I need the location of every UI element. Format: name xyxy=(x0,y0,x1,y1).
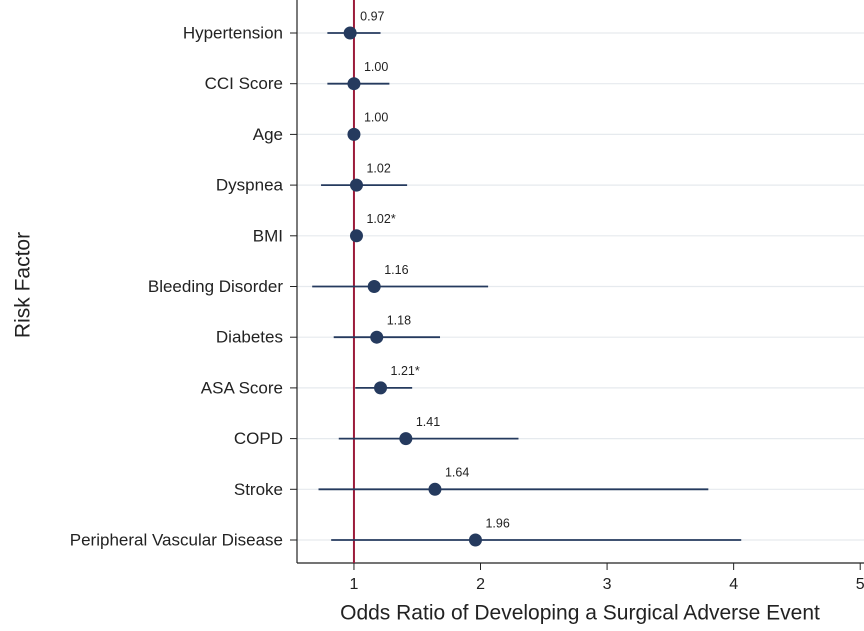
point-estimate xyxy=(343,26,357,40)
point-estimate xyxy=(370,330,384,344)
y-axis-title: Risk Factor xyxy=(12,232,35,338)
point-estimate xyxy=(374,381,388,395)
x-tick-label: 1 xyxy=(350,576,359,593)
x-tick-label: 3 xyxy=(603,576,612,593)
point-estimate xyxy=(349,229,363,243)
category-label: Stroke xyxy=(234,480,283,499)
point-estimate xyxy=(347,127,361,141)
category-label: ASA Score xyxy=(201,378,283,397)
category-label: Hypertension xyxy=(183,23,283,42)
point-estimate xyxy=(468,533,482,547)
point-estimate xyxy=(349,178,363,192)
category-label: BMI xyxy=(253,226,283,245)
value-label: 1.21* xyxy=(391,364,420,378)
value-label: 1.96 xyxy=(485,516,509,530)
x-tick-label: 2 xyxy=(476,576,485,593)
value-label: 1.16 xyxy=(384,263,408,277)
x-axis-title: Odds Ratio of Developing a Surgical Adve… xyxy=(340,602,820,625)
value-label: 1.18 xyxy=(387,313,411,327)
category-label: COPD xyxy=(234,429,283,448)
value-label: 1.02* xyxy=(366,212,395,226)
x-tick-label: 5 xyxy=(856,576,864,593)
value-label: 1.00 xyxy=(364,111,388,125)
category-label: Peripheral Vascular Disease xyxy=(70,530,283,549)
value-label: 1.41 xyxy=(416,415,440,429)
value-label: 0.97 xyxy=(360,9,384,23)
category-label: Diabetes xyxy=(216,328,283,347)
value-label: 1.00 xyxy=(364,60,388,74)
category-label: Bleeding Disorder xyxy=(148,277,283,296)
x-tick-label: 4 xyxy=(729,576,738,593)
category-label: Dyspnea xyxy=(216,176,284,195)
category-label: Age xyxy=(253,125,283,144)
value-label: 1.64 xyxy=(445,466,469,480)
point-estimate xyxy=(347,77,361,91)
point-estimate xyxy=(367,280,381,293)
point-estimate xyxy=(428,482,442,496)
category-label: CCI Score xyxy=(205,74,283,93)
value-label: 1.02 xyxy=(366,161,390,175)
point-estimate xyxy=(399,432,413,446)
